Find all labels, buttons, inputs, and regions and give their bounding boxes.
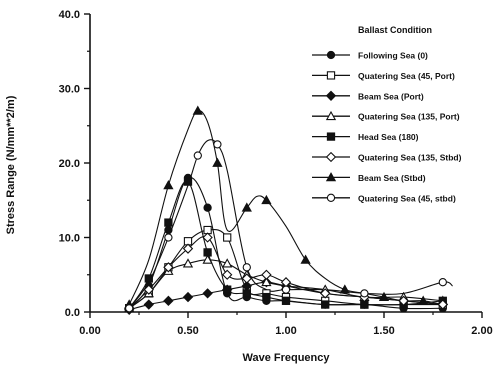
data-point [418,295,429,305]
data-point [203,203,212,212]
legend-marker [326,71,336,80]
x-tick-label: 1.00 [275,325,296,337]
x-tick-label: 1.50 [373,325,394,337]
data-point [164,218,173,227]
data-point [222,269,233,280]
data-point [212,157,223,167]
data-point [182,258,194,268]
data-point [242,289,251,298]
data-point [438,278,447,287]
legend-label: Quatering Sea (135, Port) [358,112,460,122]
legend-label: Following Sea (0) [358,51,428,61]
data-point [164,225,173,235]
legend-label: Beam Sea (Stbd) [358,173,426,183]
x-tick-label: 0.50 [177,325,198,337]
y-tick-label: 10.0 [59,233,80,245]
data-point [320,288,331,299]
legend-label: Quatering Sea (45, Port) [358,71,455,81]
legend-label: Quatering Sea (45, stbd) [358,193,456,203]
legend-title: Ballast Condition [358,25,432,35]
data-point [213,140,222,149]
data-point [261,269,272,280]
x-tick-label: 0.00 [79,325,100,337]
data-point [125,304,134,313]
series-line-8 [128,139,453,309]
data-point [144,274,153,283]
legend-marker [325,90,337,101]
data-point [164,233,173,242]
data-point [182,291,194,303]
data-point [262,292,271,302]
legend-marker [325,110,337,121]
y-tick-label: 40.0 [59,9,80,21]
data-point [183,177,193,186]
data-point [223,233,232,242]
data-point [223,285,232,294]
data-point [163,295,174,307]
data-point [193,151,202,160]
y-tick-label: 30.0 [59,84,80,96]
data-point [281,296,291,305]
data-point [339,284,350,294]
x-tick-label: 2.00 [471,325,492,337]
legend-label: Quatering Sea (135, Stbd) [358,153,462,163]
data-point [182,243,194,254]
legend-label: Beam Sea (Port) [358,91,424,101]
data-point [398,295,409,307]
legend-label: Head Sea (180) [358,132,419,142]
data-point [202,288,213,299]
axes: 0.0 10.0 20.0 30.0 40.0 0.00 0.50 1.00 1.50 2.00 [59,9,493,337]
data-point [192,105,203,115]
data-point [143,284,154,295]
legend-marker [325,151,337,163]
data-point [222,258,233,268]
data-point [143,299,154,310]
x-axis-label: Wave Frequency [242,352,330,364]
data-point [378,291,390,302]
data-point [437,299,448,310]
data-point [202,254,213,264]
data-point [321,300,330,309]
data-point [241,273,252,284]
legend-marker [326,132,336,141]
legend-marker [325,172,337,182]
data-point [242,263,251,272]
y-tick-label: 20.0 [59,158,80,170]
data-point [163,262,174,273]
data-point [241,202,252,212]
data-point [261,276,272,287]
y-tick-label: 0.0 [65,307,80,319]
y-axis-label: Stress Range (N/mm**2/m) [5,95,17,234]
series-markers [124,105,448,315]
data-point [281,285,291,294]
data-point [163,180,174,190]
data-point [360,289,369,298]
legend-marker [326,193,336,202]
legend: Ballast Condition Following Sea (0) Quate… [312,25,462,203]
data-point [202,232,213,243]
data-point [261,194,272,205]
data-point [203,248,212,257]
data-point [300,254,311,264]
legend-marker [326,50,336,60]
